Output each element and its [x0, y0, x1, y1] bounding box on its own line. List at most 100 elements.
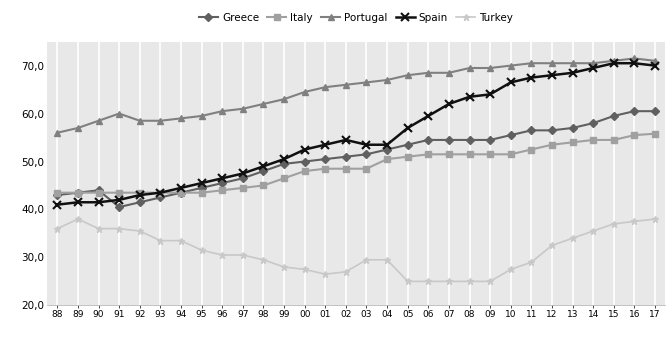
- Spain: [259, 164, 267, 168]
- Turkey: [383, 258, 391, 262]
- Portugal: [115, 111, 123, 116]
- Greece: [157, 195, 165, 200]
- Portugal: [404, 73, 412, 77]
- Spain: [280, 157, 288, 161]
- Spain: [157, 191, 165, 195]
- Italy: [157, 191, 165, 195]
- Spain: [53, 203, 61, 207]
- Turkey: [404, 279, 412, 283]
- Spain: [507, 80, 515, 84]
- Turkey: [157, 238, 165, 243]
- Spain: [486, 92, 494, 96]
- Italy: [589, 138, 597, 142]
- Turkey: [589, 229, 597, 233]
- Turkey: [136, 229, 144, 233]
- Turkey: [548, 243, 556, 247]
- Turkey: [259, 258, 267, 262]
- Portugal: [300, 90, 308, 94]
- Spain: [115, 198, 123, 202]
- Portugal: [157, 119, 165, 123]
- Portugal: [95, 119, 103, 123]
- Portugal: [466, 66, 474, 70]
- Portugal: [548, 61, 556, 65]
- Spain: [362, 143, 370, 147]
- Turkey: [507, 267, 515, 271]
- Turkey: [362, 258, 370, 262]
- Greece: [342, 155, 350, 159]
- Italy: [651, 132, 659, 136]
- Italy: [115, 191, 123, 195]
- Turkey: [95, 227, 103, 231]
- Italy: [259, 184, 267, 188]
- Greece: [115, 205, 123, 209]
- Turkey: [218, 253, 226, 257]
- Greece: [300, 159, 308, 163]
- Line: Italy: Italy: [54, 131, 658, 195]
- Turkey: [321, 272, 329, 276]
- Turkey: [300, 267, 308, 271]
- Spain: [630, 61, 638, 65]
- Greece: [280, 162, 288, 166]
- Italy: [466, 152, 474, 156]
- Greece: [589, 121, 597, 125]
- Greece: [466, 138, 474, 142]
- Turkey: [569, 236, 577, 240]
- Italy: [445, 152, 453, 156]
- Turkey: [445, 279, 453, 283]
- Turkey: [528, 260, 536, 264]
- Turkey: [280, 265, 288, 269]
- Line: Greece: Greece: [54, 108, 658, 210]
- Portugal: [342, 83, 350, 87]
- Portugal: [321, 85, 329, 89]
- Italy: [548, 143, 556, 147]
- Portugal: [528, 61, 536, 65]
- Greece: [507, 133, 515, 137]
- Portugal: [651, 59, 659, 63]
- Portugal: [198, 114, 206, 118]
- Spain: [136, 193, 144, 197]
- Turkey: [342, 270, 350, 274]
- Spain: [342, 138, 350, 142]
- Line: Spain: Spain: [53, 59, 659, 209]
- Greece: [177, 191, 185, 195]
- Line: Portugal: Portugal: [54, 55, 659, 136]
- Greece: [569, 126, 577, 130]
- Turkey: [53, 227, 61, 231]
- Italy: [569, 140, 577, 144]
- Spain: [589, 66, 597, 70]
- Spain: [95, 200, 103, 204]
- Italy: [362, 167, 370, 171]
- Spain: [528, 76, 536, 80]
- Spain: [651, 64, 659, 68]
- Greece: [383, 147, 391, 152]
- Portugal: [383, 78, 391, 82]
- Greece: [630, 109, 638, 113]
- Turkey: [198, 248, 206, 252]
- Turkey: [651, 217, 659, 221]
- Italy: [136, 191, 144, 195]
- Portugal: [630, 56, 638, 60]
- Spain: [383, 143, 391, 147]
- Greece: [259, 169, 267, 173]
- Italy: [610, 138, 618, 142]
- Greece: [239, 176, 247, 180]
- Portugal: [218, 109, 226, 113]
- Greece: [136, 200, 144, 204]
- Portugal: [74, 126, 82, 130]
- Spain: [177, 186, 185, 190]
- Greece: [404, 143, 412, 147]
- Portugal: [486, 66, 494, 70]
- Italy: [218, 188, 226, 192]
- Greece: [321, 157, 329, 161]
- Italy: [198, 191, 206, 195]
- Portugal: [445, 71, 453, 75]
- Spain: [548, 73, 556, 77]
- Portugal: [239, 107, 247, 111]
- Italy: [239, 186, 247, 190]
- Spain: [198, 181, 206, 185]
- Spain: [74, 200, 82, 204]
- Greece: [362, 152, 370, 156]
- Italy: [53, 191, 61, 195]
- Portugal: [589, 61, 597, 65]
- Line: Turkey: Turkey: [54, 215, 659, 285]
